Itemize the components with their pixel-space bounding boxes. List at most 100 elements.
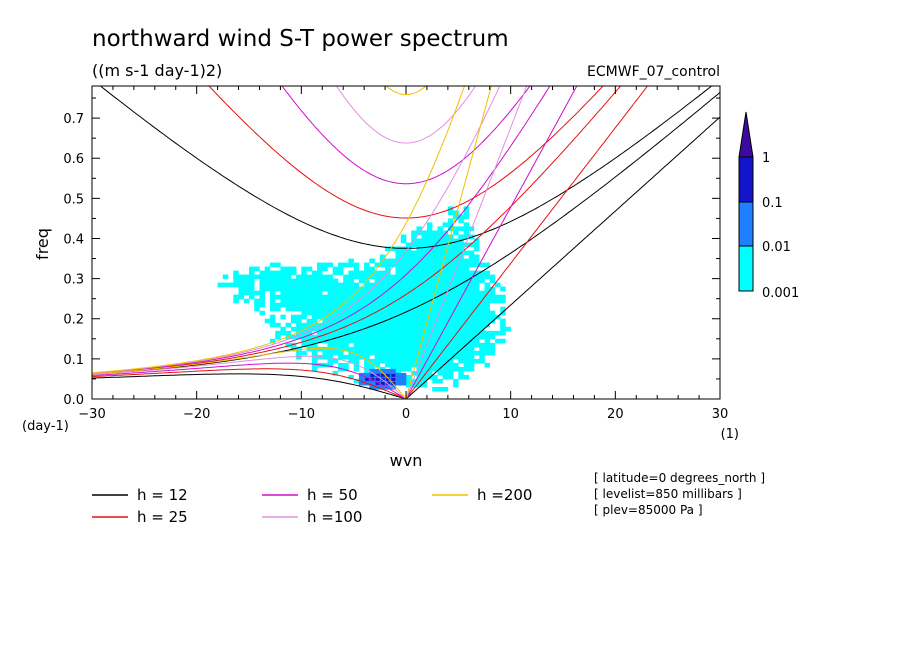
spectrum-cell [411, 250, 417, 256]
colorbar-label-0.001: 0.001 [762, 286, 799, 301]
spectrum-cell [442, 282, 449, 288]
spectrum-cell [374, 306, 381, 312]
spectrum-cell [269, 294, 276, 300]
spectrum-cell [327, 294, 333, 300]
spectrum-cell [406, 382, 412, 388]
spectrum-cell [442, 286, 449, 292]
spectrum-cell [249, 266, 255, 272]
spectrum-cell [421, 322, 428, 328]
spectrum-cell [458, 234, 464, 240]
spectrum-cell [311, 326, 318, 332]
spectrum-cell [421, 350, 428, 356]
spectrum-cell [474, 318, 480, 324]
spectrum-cell [400, 302, 407, 308]
spectrum-cell [468, 346, 475, 352]
spectrum-cell [458, 342, 464, 348]
rossby-curve-h12 [92, 373, 407, 399]
spectrum-cell [447, 334, 454, 340]
spectrum-cell [358, 274, 365, 280]
spectrum-cell [332, 286, 339, 292]
spectrum-cell [348, 298, 354, 304]
spectrum-cell-max [365, 377, 370, 381]
spectrum-cell [301, 278, 307, 284]
spectrum-cell [426, 346, 433, 352]
spectrum-cell [495, 294, 501, 300]
spectrum-cell [432, 254, 438, 260]
spectrum-cell [233, 294, 239, 300]
spectrum-cell [426, 282, 433, 288]
spectrum-cell [395, 302, 401, 308]
spectrum-cell [416, 278, 422, 284]
spectrum-cell [332, 290, 339, 296]
spectrum-cell [343, 354, 349, 360]
spectrum-cell [374, 354, 381, 360]
spectrum-cell [327, 278, 333, 284]
spectrum-cell [249, 290, 255, 296]
spectrum-cell [275, 302, 281, 308]
spectrum-cell [447, 322, 454, 328]
spectrum-cell [285, 274, 292, 280]
spectrum-cell [468, 250, 475, 256]
spectrum-cell [243, 274, 250, 280]
spectrum-cell [390, 326, 396, 332]
spectrum-cell [348, 286, 354, 292]
spectrum-cell [385, 338, 391, 344]
spectrum-cell [311, 294, 318, 300]
spectrum-cell [447, 298, 454, 304]
spectrum-cell [332, 326, 339, 332]
spectrum-cell [369, 326, 375, 332]
spectrum-cell [484, 274, 490, 280]
spectrum-cell [426, 318, 433, 324]
spectrum-cell [442, 370, 449, 376]
spectrum-cell [437, 302, 443, 308]
spectrum-cell [249, 274, 255, 280]
spectrum-cell [400, 362, 407, 368]
spectrum-cell [406, 322, 412, 328]
spectrum-cell [385, 286, 391, 292]
spectrum-cell [290, 306, 297, 312]
spectrum-cell [453, 334, 459, 340]
spectrum-cell [500, 322, 506, 328]
spectrum-cell [432, 306, 438, 312]
spectrum-cell [489, 278, 496, 284]
spectrum-cell [468, 262, 475, 268]
spectrum-cell [364, 330, 370, 336]
spectrum-cell [280, 330, 286, 336]
spectrum-cell [463, 242, 470, 248]
chart-title: northward wind S-T power spectrum [92, 26, 509, 52]
spectrum-cell [374, 358, 381, 364]
spectrum-cell [411, 294, 417, 300]
spectrum-cell [474, 334, 480, 340]
spectrum-cell [406, 310, 412, 316]
spectrum-cell [463, 206, 470, 211]
spectrum-cell [379, 342, 386, 348]
spectrum-cell [374, 274, 381, 280]
spectrum-cell [406, 294, 412, 300]
annotation-levelist: [ levelist=850 millibars ] [594, 487, 742, 501]
spectrum-cell [400, 290, 407, 296]
spectrum-cell [411, 326, 417, 332]
spectrum-cell-strong [364, 372, 370, 378]
spectrum-cell [400, 326, 407, 332]
spectrum-cell [437, 362, 443, 368]
spectrum-cell [296, 286, 302, 292]
spectrum-cell [364, 350, 370, 356]
spectrum-cell [463, 298, 470, 304]
spectrum-cell [447, 366, 454, 372]
spectrum-cell [421, 306, 428, 312]
spectrum-cell [463, 326, 470, 332]
spectrum-cell [474, 306, 480, 312]
spectrum-cell [411, 314, 417, 320]
spectrum-cell [259, 286, 265, 292]
spectrum-cell-strong [395, 372, 401, 378]
spectrum-cell [426, 242, 433, 248]
spectrum-cell [353, 262, 360, 268]
spectrum-cell [358, 346, 365, 352]
spectrum-cell [442, 242, 449, 248]
spectrum-cell [364, 354, 370, 360]
spectrum-cell [411, 354, 417, 360]
spectrum-cell [379, 278, 386, 284]
spectrum-cell [432, 298, 438, 304]
spectrum-cell [327, 318, 333, 324]
spectrum-cell [411, 298, 417, 304]
